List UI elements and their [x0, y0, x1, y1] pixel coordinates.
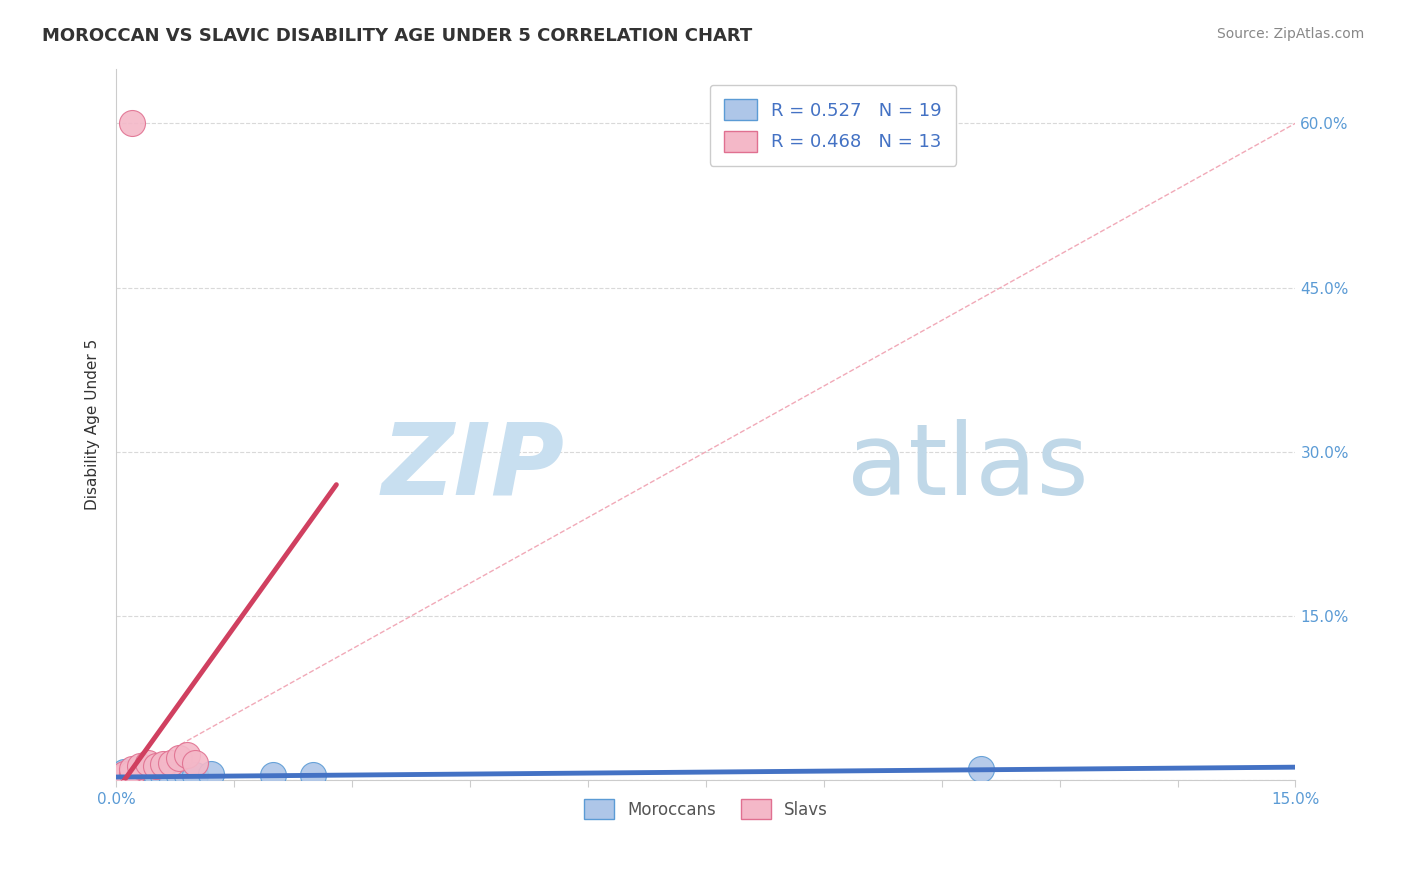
- Point: [145, 766, 167, 780]
- Point: [136, 756, 159, 770]
- Point: [176, 768, 198, 782]
- Point: [121, 762, 143, 776]
- Point: [160, 768, 183, 782]
- Point: [184, 768, 207, 782]
- Point: [112, 766, 135, 780]
- Point: [121, 765, 143, 780]
- Point: [970, 762, 993, 776]
- Point: [152, 756, 174, 771]
- Point: [112, 769, 135, 783]
- Point: [128, 769, 150, 783]
- Point: [121, 765, 143, 780]
- Point: [152, 768, 174, 782]
- Y-axis label: Disability Age Under 5: Disability Age Under 5: [86, 339, 100, 510]
- Text: Source: ZipAtlas.com: Source: ZipAtlas.com: [1216, 27, 1364, 41]
- Point: [160, 756, 183, 770]
- Point: [121, 769, 143, 783]
- Point: [167, 751, 190, 765]
- Point: [136, 769, 159, 783]
- Point: [136, 766, 159, 780]
- Point: [176, 748, 198, 763]
- Point: [112, 769, 135, 783]
- Point: [128, 765, 150, 780]
- Point: [112, 764, 135, 779]
- Point: [263, 768, 285, 782]
- Point: [184, 756, 207, 770]
- Point: [200, 766, 222, 780]
- Point: [121, 116, 143, 130]
- Point: [167, 768, 190, 782]
- Point: [301, 768, 323, 782]
- Point: [145, 759, 167, 773]
- Legend: Moroccans, Slavs: Moroccans, Slavs: [576, 793, 835, 825]
- Text: MOROCCAN VS SLAVIC DISABILITY AGE UNDER 5 CORRELATION CHART: MOROCCAN VS SLAVIC DISABILITY AGE UNDER …: [42, 27, 752, 45]
- Point: [145, 769, 167, 783]
- Text: atlas: atlas: [848, 418, 1090, 516]
- Text: ZIP: ZIP: [381, 418, 564, 516]
- Point: [128, 759, 150, 773]
